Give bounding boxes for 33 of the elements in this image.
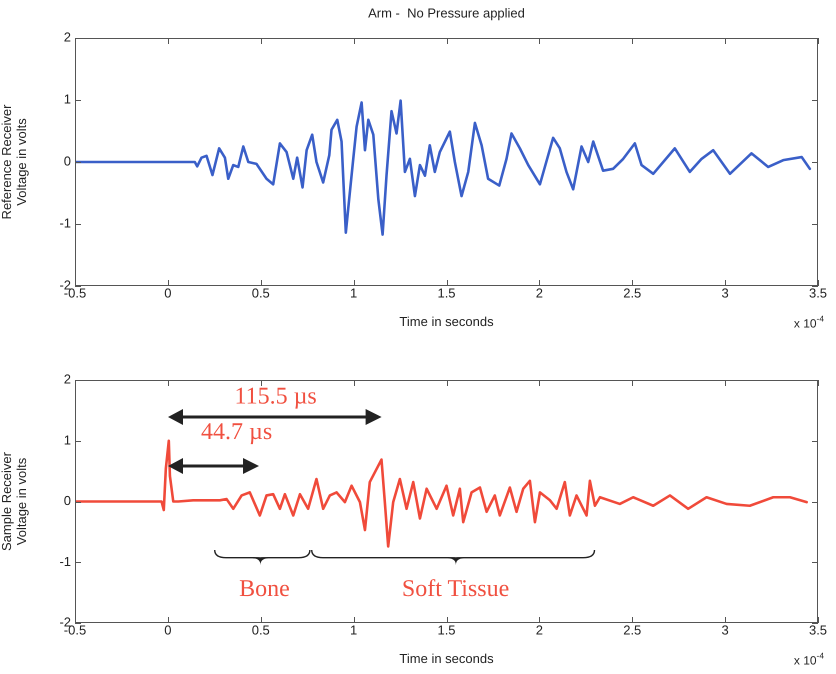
y-tick-label: 0 — [64, 154, 71, 169]
y-tick-label: 2 — [64, 372, 71, 387]
x-axis-title: Time in seconds — [399, 314, 494, 329]
y-tick-label: 1 — [64, 432, 71, 448]
x-tick-label: 2.5 — [623, 285, 642, 300]
y-tick-label: -1 — [59, 216, 71, 231]
x-tick-label: 3 — [722, 285, 729, 300]
chart-title: Arm - No Pressure applied — [368, 6, 525, 21]
x-tick-label: 3.5 — [808, 622, 828, 638]
x-tick-label: 3 — [722, 622, 729, 638]
x-tick-label: 0 — [164, 622, 172, 638]
x-tick-label: 1.5 — [437, 285, 456, 300]
y-axis-title: Reference Receiver Voltage in volts — [0, 104, 30, 220]
x-tick-label: 2 — [536, 285, 543, 300]
annotation: 44.7 µs — [201, 419, 272, 446]
y-tick-label: -1 — [59, 554, 71, 569]
y-tick-label: 2 — [64, 30, 71, 45]
x-tick-label: 1 — [350, 622, 358, 638]
x-tick-label: 3.5 — [808, 285, 828, 300]
y-tick-label: 1 — [64, 92, 71, 107]
x-tick-label: 1 — [350, 285, 358, 300]
annotation: 115.5 µs — [234, 383, 317, 410]
x-axis-title: Time in seconds — [399, 650, 494, 666]
y-axis-title: Sample Receiver Voltage in volts — [0, 451, 30, 551]
x-tick-label: 0.5 — [252, 622, 270, 638]
x-tick-label: 0 — [164, 285, 172, 300]
y-tick-label: 0 — [64, 493, 71, 508]
x-tick-label: 2.5 — [623, 622, 642, 638]
x-tick-label: 2 — [536, 622, 543, 638]
annotation: Bone — [239, 576, 290, 602]
x-tick-label: 0.5 — [252, 285, 270, 300]
x-tick-label: 1.5 — [437, 622, 456, 638]
annotation: Soft Tissue — [402, 576, 510, 602]
